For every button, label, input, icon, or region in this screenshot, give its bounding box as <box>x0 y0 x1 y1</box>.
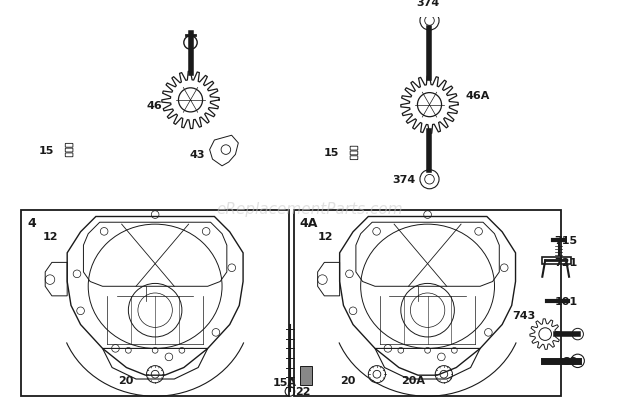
Text: 20A: 20A <box>401 375 425 385</box>
Text: 374: 374 <box>392 175 415 185</box>
Text: eReplacementParts.com: eReplacementParts.com <box>216 202 404 217</box>
Text: 4: 4 <box>27 216 36 229</box>
Text: 743: 743 <box>512 310 536 320</box>
Text: 43: 43 <box>189 150 205 160</box>
Text: 46A: 46A <box>466 91 490 101</box>
Text: 721: 721 <box>554 258 578 268</box>
Bar <box>21 210 289 396</box>
Text: 15: 15 <box>323 148 339 158</box>
Text: 374: 374 <box>416 0 439 8</box>
Text: 12: 12 <box>317 231 333 241</box>
Bar <box>542 257 571 265</box>
Text: 20: 20 <box>118 375 133 385</box>
Text: 12: 12 <box>42 231 58 241</box>
Text: 83: 83 <box>562 356 578 366</box>
Text: 4A: 4A <box>299 216 318 229</box>
Text: 46: 46 <box>146 100 162 110</box>
Text: 101: 101 <box>554 296 578 306</box>
Bar <box>294 210 562 396</box>
Text: 715: 715 <box>554 236 578 246</box>
Text: 15A: 15A <box>273 377 296 387</box>
Text: 22: 22 <box>294 386 310 396</box>
Bar <box>301 366 312 385</box>
Text: 15: 15 <box>38 145 54 155</box>
Text: 20: 20 <box>340 375 356 385</box>
